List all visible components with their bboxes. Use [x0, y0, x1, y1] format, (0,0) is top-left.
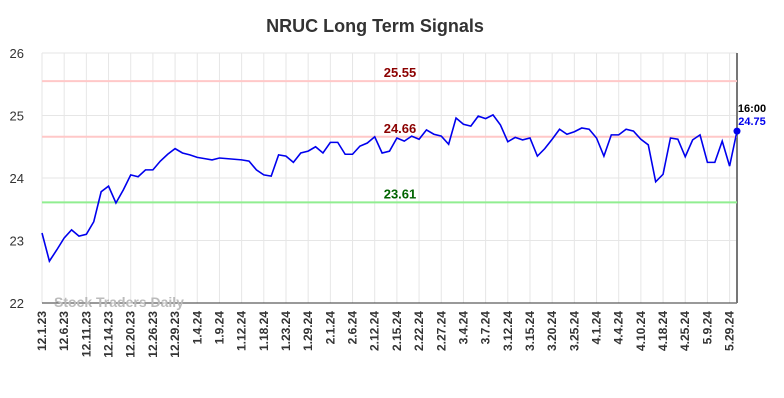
last-time-label: 16:00 [738, 103, 766, 115]
x-tick-label: 2.22.24 [412, 311, 426, 351]
x-tick-label: 12.20.23 [124, 311, 138, 358]
watermark: Stock Traders Daily [54, 294, 184, 310]
x-tick-label: 12.11.23 [79, 311, 93, 357]
x-tick-label: 12.1.23 [35, 311, 49, 351]
x-tick-label: 12.14.23 [102, 311, 116, 358]
x-tick-label: 3.20.24 [545, 311, 559, 351]
reference-label: 24.66 [384, 121, 417, 136]
x-tick-label: 1.29.24 [301, 311, 315, 351]
x-tick-label: 1.23.24 [279, 311, 293, 351]
y-tick-label: 22 [10, 296, 24, 311]
last-point [733, 127, 741, 135]
last-value-label: 24.75 [738, 116, 766, 128]
x-tick-label: 5.29.24 [723, 311, 737, 351]
x-tick-label: 2.1.24 [323, 311, 337, 345]
x-tick-label: 1.4.24 [190, 311, 204, 345]
x-tick-label: 4.1.24 [590, 311, 604, 345]
x-tick-label: 4.4.24 [612, 311, 626, 345]
x-tick-label: 12.6.23 [57, 311, 71, 351]
x-tick-label: 12.26.23 [146, 311, 160, 358]
x-tick-label: 3.15.24 [523, 311, 537, 351]
x-tick-label: 4.10.24 [634, 311, 648, 351]
y-tick-label: 24 [10, 171, 24, 186]
x-tick-label: 1.18.24 [257, 311, 271, 351]
x-tick-label: 1.9.24 [212, 311, 226, 345]
price-line [41, 113, 738, 264]
x-tick-label: 5.9.24 [700, 311, 714, 345]
reference-label: 23.61 [384, 186, 417, 201]
y-tick-label: 23 [10, 234, 24, 249]
chart-title: NRUC Long Term Signals [266, 16, 484, 36]
x-tick-label: 12.29.23 [168, 311, 182, 358]
x-tick-label: 2.6.24 [346, 311, 360, 345]
reference-label: 25.55 [384, 65, 417, 80]
x-tick-label: 2.12.24 [368, 311, 382, 351]
y-tick-label: 25 [10, 109, 24, 124]
x-tick-label: 3.12.24 [501, 311, 515, 351]
x-tick-label: 2.15.24 [390, 311, 404, 351]
x-tick-label: 4.25.24 [678, 311, 692, 351]
x-tick-label: 1.12.24 [235, 311, 249, 351]
x-tick-label: 2.27.24 [434, 311, 448, 351]
y-tick-label: 26 [10, 46, 24, 61]
x-tick-label: 3.4.24 [456, 311, 470, 345]
x-tick-label: 3.25.24 [567, 311, 581, 351]
x-tick-label: 3.7.24 [479, 311, 493, 345]
x-tick-label: 4.18.24 [656, 311, 670, 351]
